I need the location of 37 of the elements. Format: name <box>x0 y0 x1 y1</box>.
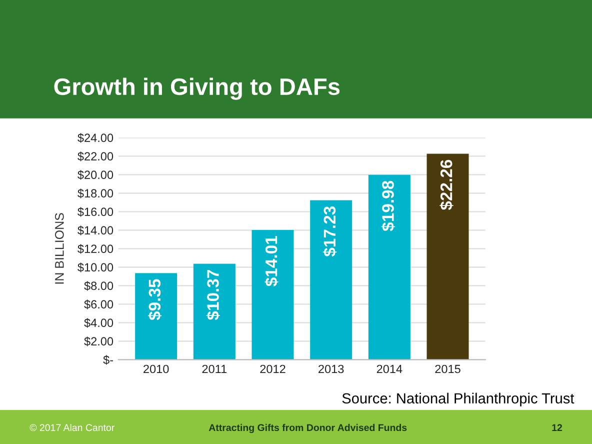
bar <box>368 174 410 360</box>
y-tick-label: $4.00 <box>84 318 114 328</box>
source-note: Source: National Philanthropic Trust <box>342 392 574 406</box>
y-tick-label: $18.00 <box>78 188 114 198</box>
data-label: $14.01 <box>264 236 278 286</box>
y-tick-label: $6.00 <box>84 300 114 310</box>
data-label: $22.26 <box>440 160 454 210</box>
bar <box>426 154 469 360</box>
bar <box>193 264 236 360</box>
text: 12 <box>552 424 562 431</box>
y-tick-label: $14.00 <box>78 226 114 236</box>
chart-title: Growth in Giving to DAFs <box>54 78 340 100</box>
y-tick-label: $8.00 <box>84 281 114 291</box>
bar <box>135 273 178 360</box>
y-tick-label: $20.00 <box>78 170 114 180</box>
y-tick-label: $- <box>103 355 114 365</box>
x-tick-label: 2013 <box>318 364 344 374</box>
x-tick-label: 2015 <box>435 364 460 374</box>
y-tick-label: $24.00 <box>78 133 114 143</box>
data-label: $9.35 <box>148 279 162 320</box>
data-label: $19.98 <box>381 180 395 232</box>
text: © 2017 Alan Cantor <box>30 424 114 432</box>
y-axis-title: IN BILLIONS <box>55 213 64 284</box>
y-tick-label: $2.00 <box>84 336 114 346</box>
data-label: $17.23 <box>323 206 337 257</box>
y-tick-label: $22.00 <box>78 152 114 162</box>
y-tick-label: $10.00 <box>78 262 114 272</box>
y-tick-label: $12.00 <box>78 244 114 254</box>
x-tick-label: 2012 <box>260 364 286 374</box>
y-tick-label: $16.00 <box>78 207 114 217</box>
bar <box>310 200 352 360</box>
x-tick-label: 2011 <box>202 364 227 374</box>
bar <box>252 230 294 360</box>
x-tick-label: 2014 <box>376 364 402 374</box>
x-tick-label: 2010 <box>144 364 169 374</box>
text: Attracting Gifts from Donor Advised Funds <box>208 424 407 434</box>
data-label: $10.37 <box>206 270 220 320</box>
